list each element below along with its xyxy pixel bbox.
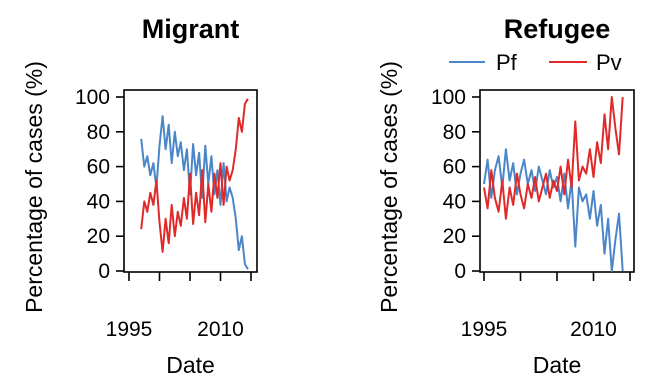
y-tick-label: 20 — [443, 225, 466, 248]
series-line-pf — [140, 115, 249, 270]
x-tick-label: 1995 — [106, 318, 153, 341]
series-line-pv — [140, 98, 249, 253]
y-tick-label: 20 — [87, 225, 110, 248]
y-tick-label: 40 — [443, 190, 466, 213]
y-tick-label: 40 — [87, 190, 110, 213]
y-tick-label: 60 — [443, 156, 466, 179]
x-axis-label: Date — [166, 352, 215, 376]
y-tick-label: 80 — [443, 121, 466, 144]
series-line-pf — [483, 148, 624, 272]
y-axis-label: Percentage of cases (%) — [376, 61, 402, 313]
y-tick-label: 80 — [87, 121, 110, 144]
x-tick-label: 2010 — [197, 318, 244, 341]
x-axis-label: Date — [533, 352, 582, 376]
y-tick-label: 100 — [431, 86, 466, 109]
x-tick-label: 2010 — [570, 318, 617, 341]
panel-title: Refugee — [504, 14, 611, 44]
legend-label-pv: Pv — [596, 50, 622, 75]
y-tick-label: 0 — [454, 260, 466, 283]
y-axis-label: Percentage of cases (%) — [21, 61, 47, 313]
series-line-pv — [483, 96, 624, 220]
legend-label-pf: Pf — [496, 50, 518, 75]
x-tick-label: 1995 — [461, 318, 508, 341]
y-tick-label: 100 — [75, 86, 110, 109]
y-tick-label: 0 — [98, 260, 110, 283]
y-tick-label: 60 — [87, 156, 110, 179]
panel-title: Migrant — [142, 14, 240, 44]
